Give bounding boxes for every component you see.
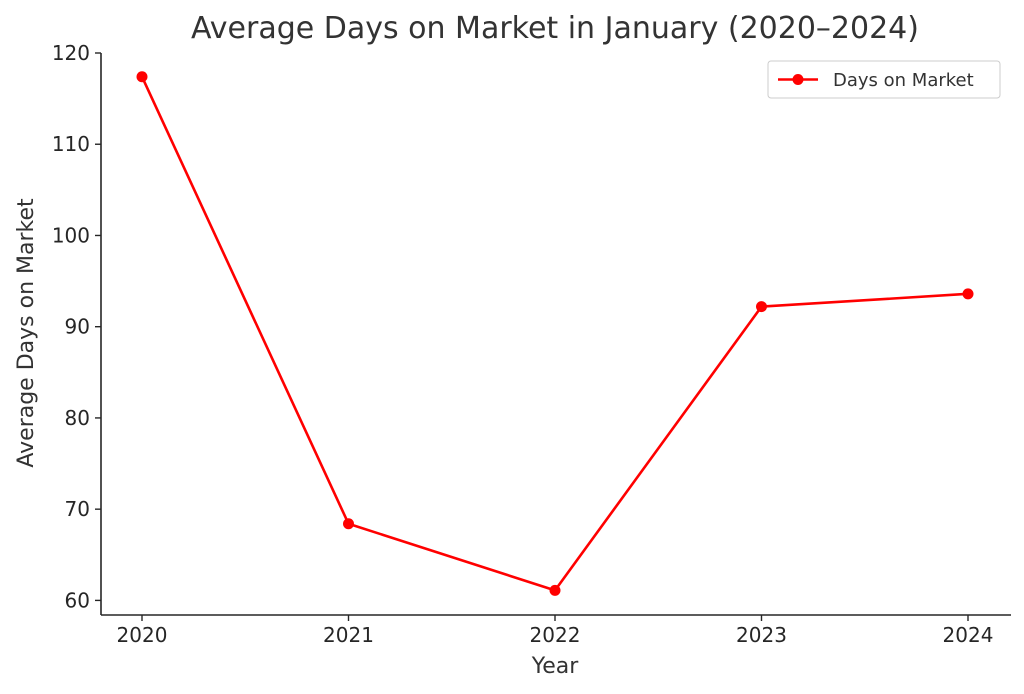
x-tick-label: 2021 [323, 623, 374, 647]
legend-marker-swatch [792, 74, 804, 85]
legend-label: Days on Market [833, 70, 974, 91]
y-axis-label: Average Days on Market [14, 198, 39, 468]
data-point [756, 301, 767, 313]
y-tick-label: 80 [65, 406, 90, 430]
data-point [962, 288, 974, 300]
data-point [343, 518, 354, 530]
y-tick-label: 70 [65, 497, 90, 521]
chart-title: Average Days on Market in January (2020–… [191, 11, 919, 46]
legend: Days on Market [767, 60, 1001, 99]
x-tick-label: 2022 [530, 623, 581, 647]
y-tick-label: 60 [65, 588, 90, 612]
x-tick-label: 2020 [117, 623, 168, 647]
y-tick-label: 100 [52, 223, 90, 247]
series-line [140, 76, 969, 592]
y-tick-label: 110 [52, 132, 90, 156]
legend-box [767, 60, 1001, 99]
y-tick-label: 90 [65, 315, 90, 339]
x-axis-label: Year [531, 654, 580, 679]
axes [100, 53, 1011, 616]
series-layer [136, 71, 974, 596]
x-tick-label: 2023 [736, 623, 787, 647]
y-tick-label: 120 [52, 41, 90, 65]
data-point [549, 584, 561, 596]
y-ticks: 60 70 80 90 100 110 120 [52, 41, 101, 612]
data-point [136, 71, 148, 83]
x-tick-label: 2024 [943, 623, 994, 647]
x-ticks: 2020 2021 2022 2023 2024 [117, 615, 994, 647]
